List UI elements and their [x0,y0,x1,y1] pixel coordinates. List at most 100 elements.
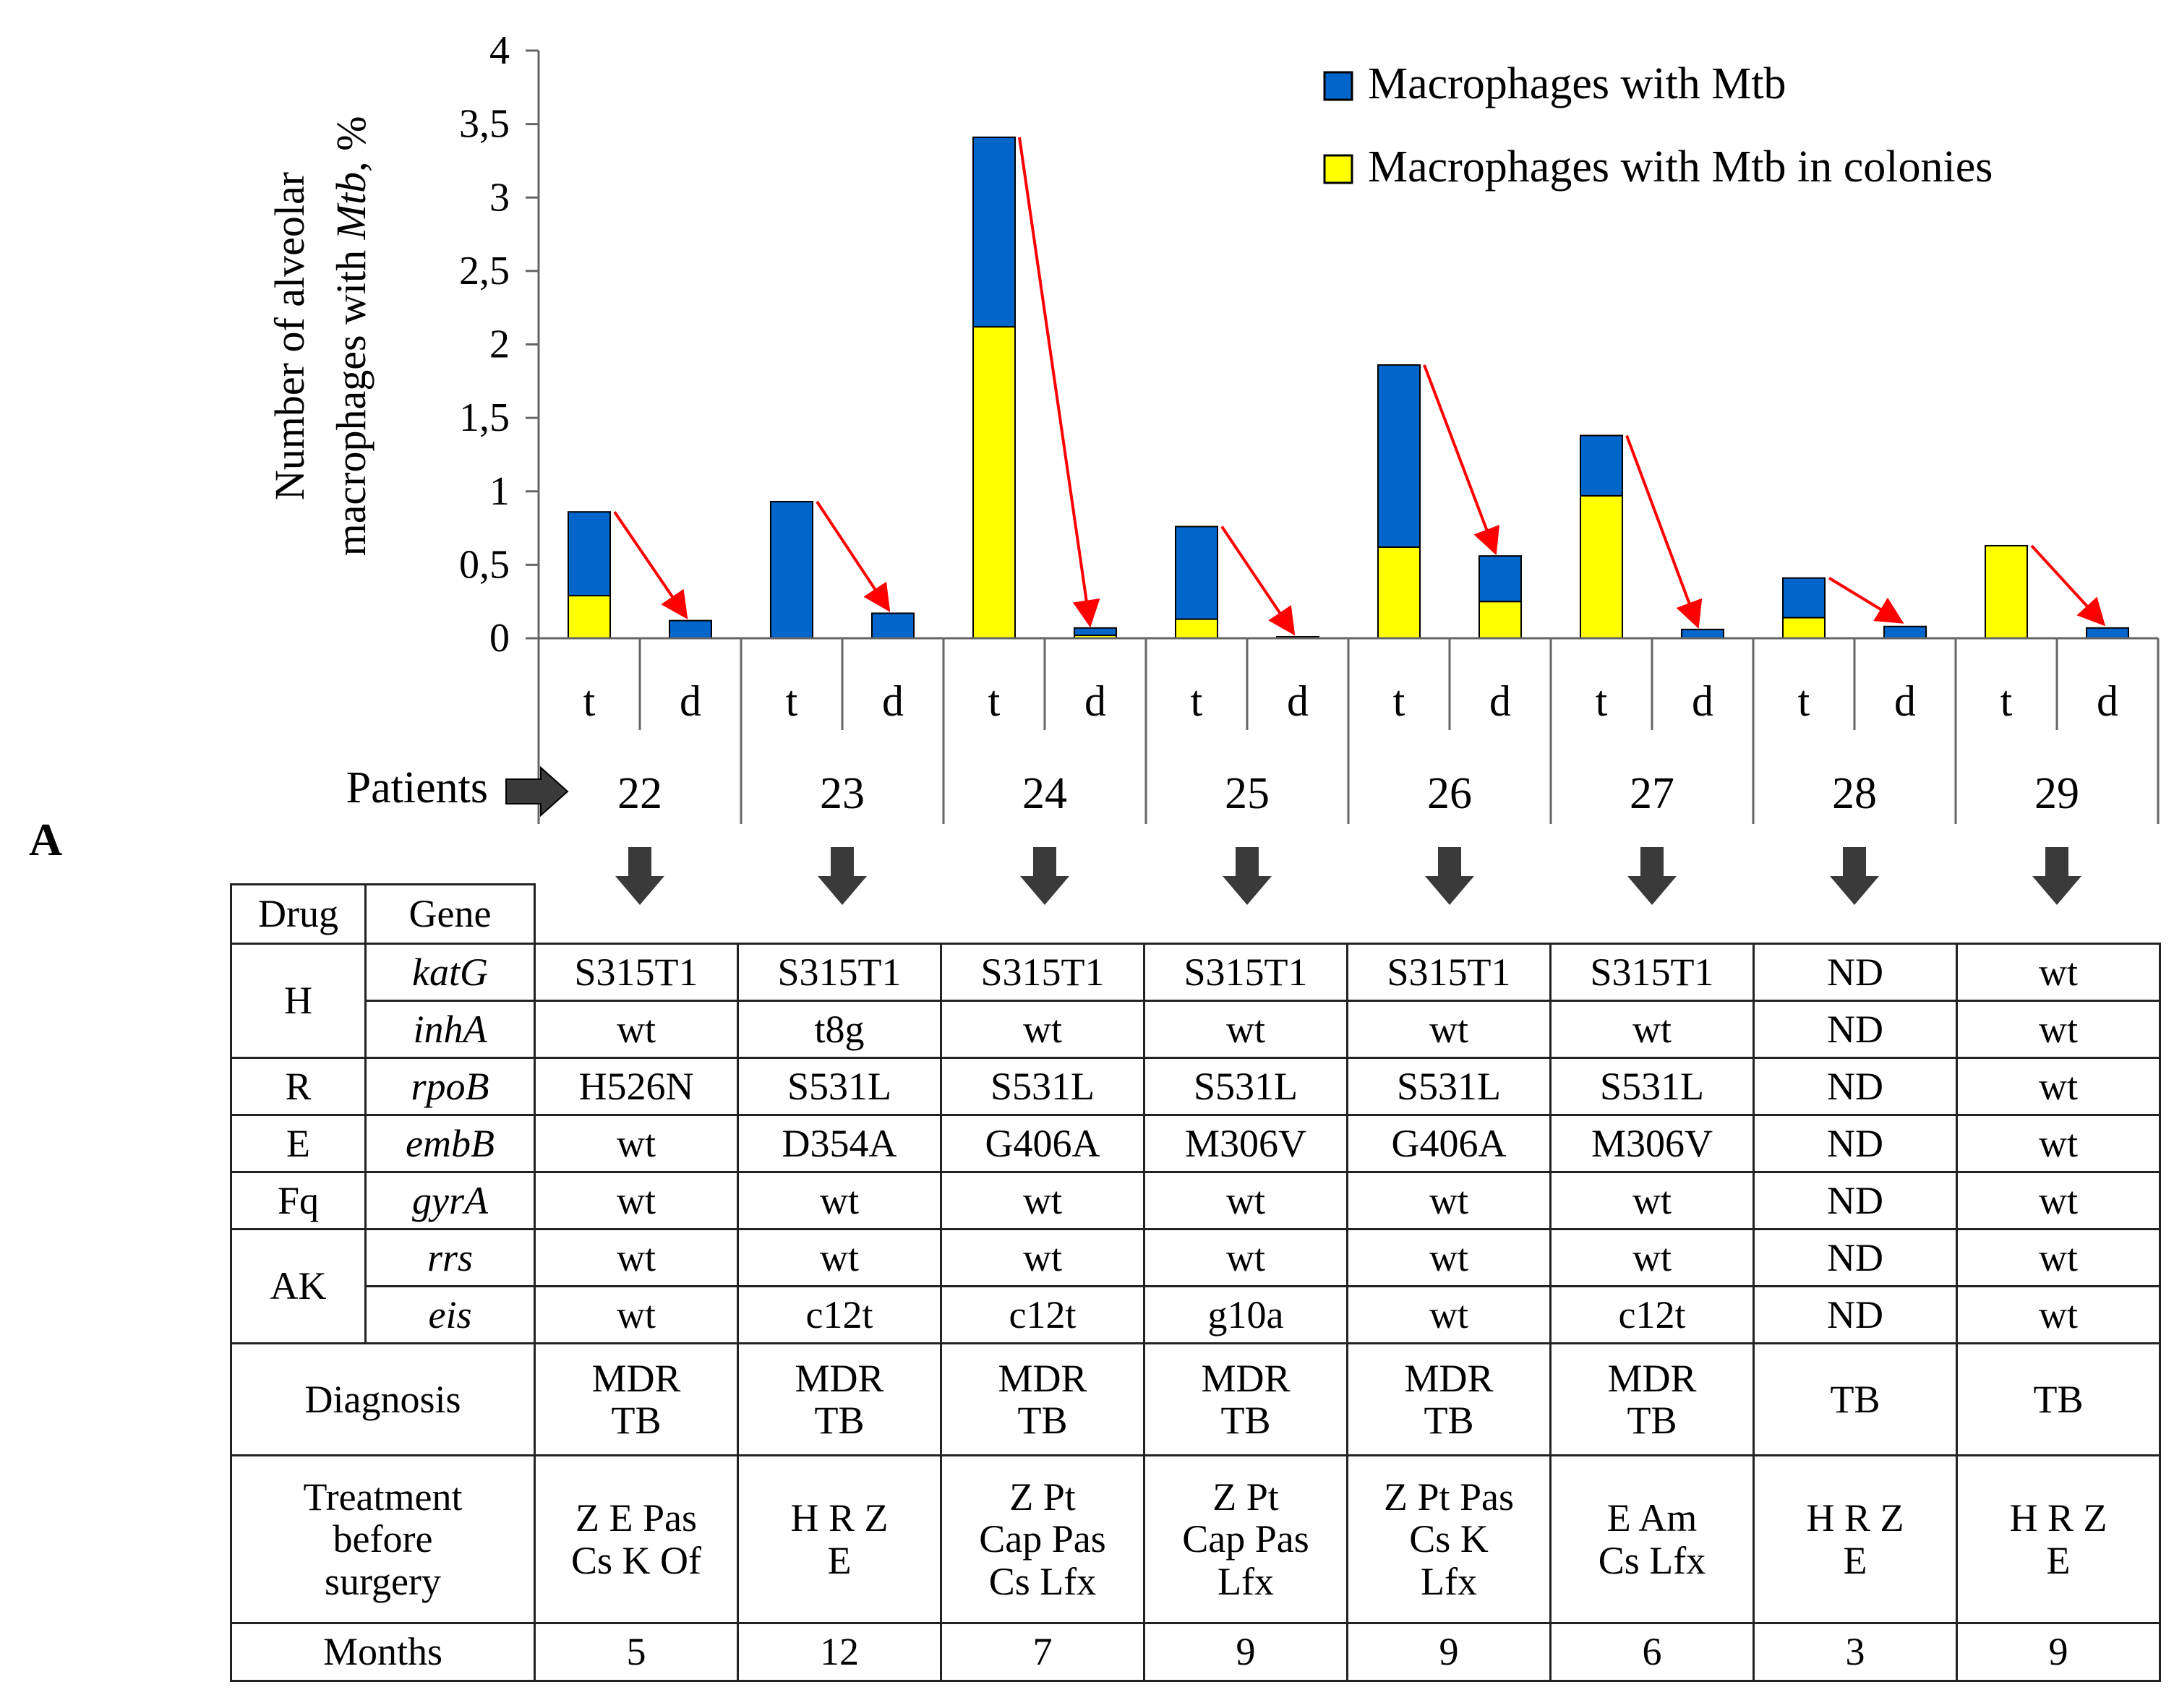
trend-arrow-23 [816,500,891,612]
y-axis-title-part: , % [328,116,375,172]
gene-cell: gyrA [364,1171,536,1230]
mutation-cell: S531L [940,1057,1145,1116]
drug-cell: H [230,943,367,1059]
patient-label: 27 [1630,769,1674,818]
header-gene: Gene [364,883,536,945]
trend-arrow-26 [1423,364,1500,556]
mutation-cell: wt [1549,1000,1755,1059]
bar-mtb-23-d [871,612,915,640]
y-tick-label: 3,5 [459,102,510,147]
header-drug: Drug [230,883,367,945]
mutation-cell: wt [1143,1228,1348,1287]
mutation-cell: ND [1753,1171,1958,1230]
trend-arrow-27 [1625,434,1703,629]
sub-category-label: t [988,677,1001,725]
patients-arrow-icon [505,765,569,817]
mutation-cell: S315T1 [534,943,739,1002]
diagnosis-cell: TB [1956,1342,2161,1456]
y-axis-title-part: macrophages with [328,239,375,556]
sub-category-label: d [1287,677,1309,725]
diagnosis-cell: MDR TB [1346,1342,1552,1456]
sub-category-label: d [1692,677,1713,725]
mutation-cell: wt [1346,1000,1552,1059]
trend-arrows-layer [613,137,2106,636]
months-cell: 6 [1549,1622,1755,1682]
months-cell: 9 [1143,1622,1348,1682]
legend-swatch [1323,154,1353,184]
panel-label: A [29,814,63,865]
trend-arrow-22 [613,511,688,619]
drug-cell: R [230,1057,367,1116]
mutation-cell: wt [1956,1114,2161,1173]
sub-category-label: d [680,677,701,725]
header-blank [534,884,2160,945]
legend-label: Macrophages with Mtb in colonies [1368,142,1993,192]
mutation-cell: G406A [1346,1114,1552,1173]
gene-cell: katG [364,943,536,1002]
mutation-cell: wt [1346,1171,1552,1230]
mutation-cell: wt [1346,1285,1552,1344]
mutation-cell: S315T1 [1143,943,1348,1002]
patient-label: 24 [1022,769,1067,818]
sub-category-label: t [583,677,596,725]
y-tick-label: 2 [489,322,510,367]
diagnosis-cell: TB [1753,1342,1958,1456]
months-label: Months [230,1622,536,1682]
mutation-cell: ND [1753,1228,1958,1287]
mutation-cell: ND [1753,1285,1958,1344]
bar-colonies-28-t [1782,617,1826,639]
sub-category-label: d [1489,677,1511,725]
mutation-cell: M306V [1549,1114,1755,1173]
mutation-cell: wt [1549,1171,1755,1230]
bar-mtb-27-t [1580,434,1623,497]
mutation-cell: H526N [534,1057,739,1116]
mutation-cell: ND [1753,1114,1958,1173]
treatment-cell: Z E Pas Cs K Of [534,1454,739,1624]
bar-mtb-26-t [1377,364,1421,548]
mutation-cell: S315T1 [737,943,942,1002]
mutation-cell: wt [1956,1171,2161,1230]
legend: Macrophages with Mtb Macrophages with Mtb… [1323,59,1993,192]
mutation-cell: ND [1753,1000,1958,1059]
gene-cell: embB [364,1114,536,1173]
mutation-cell: wt [1956,1057,2161,1116]
bar-colonies-24-t [972,326,1016,639]
mutation-cell: c12t [1549,1285,1755,1344]
sub-category-label: t [1393,677,1405,725]
table-header-row: Drug Gene [230,883,2160,945]
mutation-cell: S531L [737,1057,942,1116]
diagnosis-label: Diagnosis [230,1342,536,1456]
patient-label: 23 [820,769,865,818]
sub-category-label: t [1798,677,1810,725]
patient-label: 22 [617,769,662,818]
y-tick-label: 2,5 [459,249,510,293]
bar-mtb-25-t [1175,525,1218,620]
y-axis-title-italic: Mtb [328,172,375,240]
gene-cell: rpoB [364,1057,536,1116]
bar-mtb-28-d [1883,625,1927,639]
bar-mtb-29-d [2086,627,2129,640]
trend-arrow-28 [1828,576,1904,624]
bar-colonies-26-d [1478,601,1522,639]
months-cell: 9 [1346,1622,1552,1682]
bar-mtb-26-d [1478,555,1522,603]
diagnosis-cell: MDR TB [737,1342,942,1456]
sub-category-label: d [2097,677,2118,725]
bar-colonies-25-t [1175,618,1218,640]
drug-cell: E [230,1114,367,1173]
y-tick-label: 0,5 [459,542,510,587]
sub-category-label: d [1894,677,1916,725]
mutation-cell: wt [1549,1228,1755,1287]
drug-cell: AK [230,1228,367,1344]
mutation-cell: S315T1 [1549,943,1755,1002]
bar-colonies-26-t [1377,546,1421,639]
y-axis-title-line-2: macrophages with Mtb, % [328,116,375,557]
trend-arrow-24 [1018,137,1100,628]
bar-colonies-22-t [568,595,611,639]
treatment-row: Treatment before surgery Z E Pas Cs K Of H R … [230,1454,2161,1624]
months-row: Months 5 12 7 9 9 6 3 9 [230,1622,2161,1682]
